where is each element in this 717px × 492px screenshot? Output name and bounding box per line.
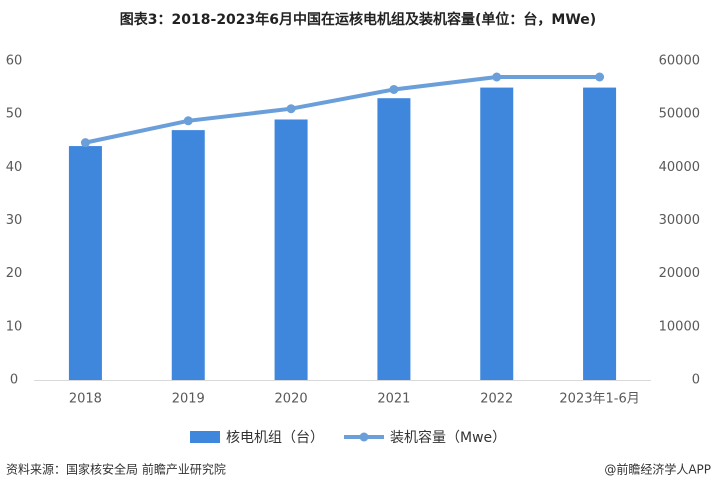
bar bbox=[480, 87, 514, 380]
y2-tick-label: 50000 bbox=[659, 107, 700, 122]
bar bbox=[377, 98, 411, 380]
y2-tick-label: 60000 bbox=[659, 54, 700, 69]
line-point bbox=[389, 84, 399, 94]
source: 资料来源：国家核安全局 前瞻产业研究院 bbox=[6, 462, 226, 477]
y2-tick-label: 10000 bbox=[659, 319, 700, 334]
y-tick-label: 60 bbox=[6, 54, 23, 69]
x-tick-label: 2023年1-6月 bbox=[559, 392, 639, 407]
legend-swatch bbox=[359, 432, 369, 442]
y-tick-label: 0 bbox=[10, 373, 18, 388]
y-tick-label: 50 bbox=[6, 107, 23, 122]
line-point bbox=[80, 138, 90, 148]
y-tick-label: 30 bbox=[6, 213, 23, 228]
bar bbox=[68, 146, 102, 380]
x-tick-label: 2019 bbox=[172, 392, 205, 407]
legend-swatch bbox=[190, 431, 220, 443]
line-point bbox=[183, 116, 193, 126]
legend-label: 核电机组（台） bbox=[226, 430, 324, 446]
x-tick-label: 2020 bbox=[275, 392, 308, 407]
y2-tick-label: 40000 bbox=[659, 160, 700, 175]
chart-title: 图表3：2018-2023年6月中国在运核电机组及装机容量(单位：台，MWe) bbox=[120, 11, 596, 28]
y2-tick-label: 0 bbox=[692, 373, 700, 388]
line-point bbox=[595, 72, 605, 82]
line-point bbox=[286, 104, 296, 114]
y-tick-label: 10 bbox=[6, 319, 23, 334]
bar bbox=[583, 87, 617, 380]
y-tick-label: 40 bbox=[6, 160, 23, 175]
line-point bbox=[492, 72, 502, 82]
y2-tick-label: 20000 bbox=[659, 266, 700, 281]
bar bbox=[171, 130, 205, 380]
y2-tick-label: 30000 bbox=[659, 213, 700, 228]
x-tick-label: 2022 bbox=[480, 392, 513, 407]
x-tick-label: 2018 bbox=[69, 392, 102, 407]
credit: @前瞻经济学人APP bbox=[604, 462, 711, 477]
y-tick-label: 20 bbox=[6, 266, 23, 281]
legend-label: 装机容量（Mwe） bbox=[390, 429, 506, 446]
x-tick-label: 2021 bbox=[377, 392, 410, 407]
bar bbox=[274, 119, 308, 380]
line bbox=[85, 75, 600, 145]
